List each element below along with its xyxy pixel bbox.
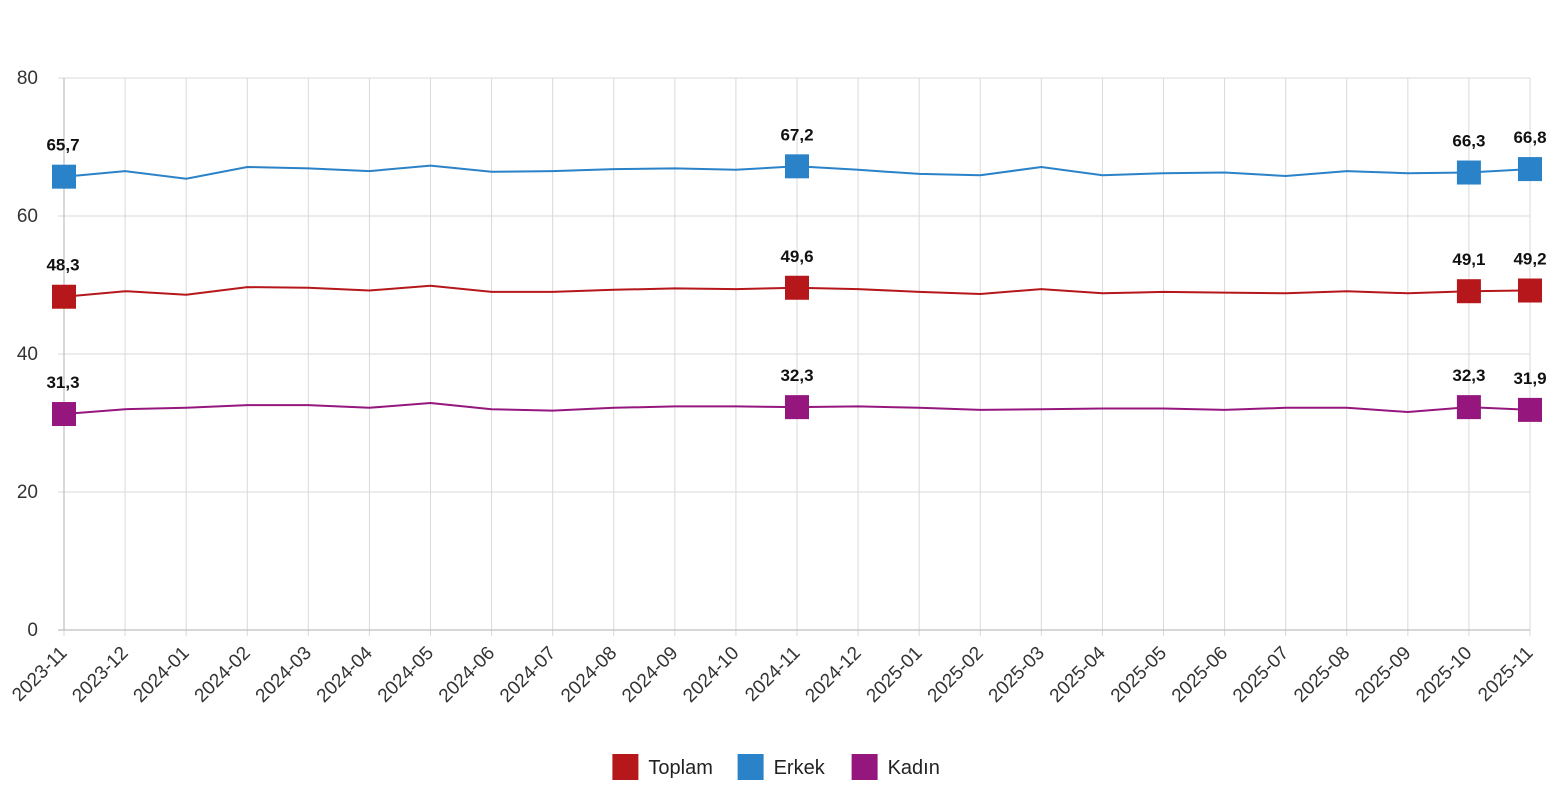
data-label-erkek: 65,7 (46, 136, 79, 155)
x-tick-label: 2025-01 (863, 643, 927, 707)
data-label-erkek: 66,3 (1452, 132, 1485, 151)
data-label-erkek: 67,2 (780, 125, 813, 144)
data-label-erkek: 66,8 (1513, 128, 1546, 147)
data-point-erkek[interactable] (785, 154, 809, 179)
x-tick-label: 2025-08 (1290, 643, 1354, 707)
legend-swatch (612, 754, 639, 780)
data-point-kad-n[interactable] (785, 395, 809, 420)
x-tick-label: 2024-01 (130, 643, 194, 707)
data-label-toplam: 49,1 (1452, 250, 1485, 269)
data-point-kad-n[interactable] (1518, 397, 1542, 422)
data-label-kad-n: 31,9 (1513, 369, 1546, 388)
x-tick-label: 2024-09 (618, 643, 682, 707)
axes: 2023-112023-122024-012024-022024-032024-… (8, 68, 1537, 707)
data-point-toplam[interactable] (785, 275, 809, 300)
x-tick-label: 2024-08 (557, 643, 621, 707)
y-tick-label: 40 (17, 344, 38, 365)
x-tick-label: 2024-05 (374, 643, 438, 707)
x-tick-label: 2025-09 (1351, 643, 1415, 707)
data-labels: 48,3 49,6 49,1 49,2 65,7 67,2 66,3 66,8 31,3 32,3… (46, 125, 1546, 392)
x-tick-label: 2024-10 (679, 643, 743, 707)
legend-item-erkek[interactable]: Erkek (737, 754, 826, 780)
data-label-toplam: 49,2 (1513, 250, 1546, 269)
x-tick-label: 2024-11 (741, 643, 804, 706)
x-tick-label: 2024-07 (496, 643, 560, 707)
x-tick-label: 2025-10 (1412, 643, 1476, 707)
x-tick-label: 2025-05 (1107, 643, 1171, 707)
data-point-erkek[interactable] (52, 164, 76, 189)
x-tick-label: 2024-06 (435, 643, 499, 707)
data-label-kad-n: 31,3 (46, 373, 79, 392)
data-point-toplam[interactable] (1456, 279, 1481, 304)
x-tick-label: 2025-03 (985, 643, 1049, 707)
y-tick-label: 0 (27, 620, 38, 641)
data-point-erkek[interactable] (1456, 160, 1481, 185)
x-tick-label: 2025-06 (1168, 643, 1232, 707)
data-point-toplam[interactable] (52, 284, 76, 309)
legend: Toplam Erkek Kadın (612, 754, 940, 780)
legend-label: Toplam (648, 757, 712, 779)
legend-label: Erkek (774, 757, 826, 779)
legend-label: Kadın (888, 757, 940, 779)
x-tick-label: 2024-03 (252, 643, 316, 707)
x-tick-label: 2024-04 (313, 642, 377, 706)
x-tick-label: 2025-07 (1229, 643, 1293, 707)
x-tick-label: 2023-12 (68, 643, 132, 707)
y-tick-label: 80 (17, 68, 38, 89)
data-label-kad-n: 32,3 (780, 366, 813, 385)
legend-swatch (737, 754, 764, 780)
legend-swatch (851, 754, 878, 780)
x-tick-label: 2023-11 (8, 643, 71, 706)
legend-item-kad-n[interactable]: Kadın (851, 754, 940, 780)
x-tick-label: 2025-04 (1046, 642, 1110, 706)
data-point-toplam[interactable] (1518, 278, 1542, 303)
x-tick-label: 2024-12 (801, 643, 865, 707)
y-tick-label: 60 (17, 206, 38, 227)
x-tick-label: 2025-11 (1474, 643, 1537, 706)
data-label-toplam: 49,6 (780, 247, 813, 266)
data-label-kad-n: 32,3 (1452, 366, 1485, 385)
data-point-erkek[interactable] (1518, 157, 1542, 182)
y-tick-label: 20 (17, 482, 38, 503)
x-tick-label: 2024-02 (191, 643, 255, 707)
data-point-kad-n[interactable] (52, 402, 76, 427)
x-tick-label: 2025-02 (924, 643, 988, 707)
data-point-kad-n[interactable] (1456, 395, 1481, 420)
data-label-toplam: 48,3 (46, 256, 79, 275)
series-markers (52, 154, 1542, 427)
legend-item-toplam[interactable]: Toplam (612, 754, 713, 780)
